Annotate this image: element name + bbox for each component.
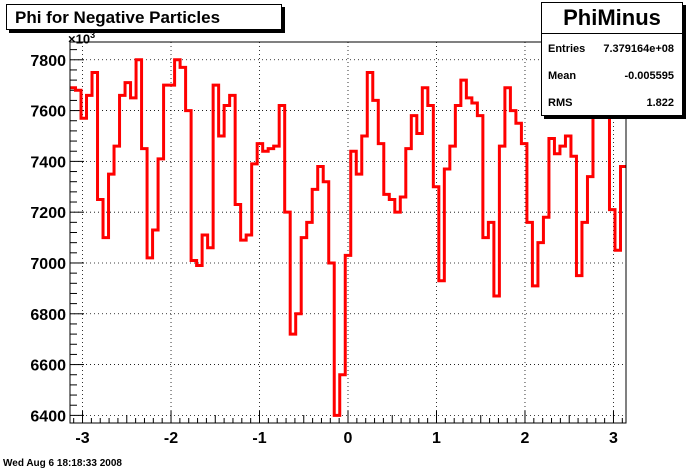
y-tick-label: 7000 xyxy=(30,256,66,273)
plot-frame xyxy=(69,41,627,424)
y-tick-label: 7200 xyxy=(30,205,66,222)
stats-row-entries: Entries 7.379164e+08 xyxy=(548,43,674,55)
y-tick-label: 6600 xyxy=(30,358,66,375)
stats-row-rms: RMS 1.822 xyxy=(548,97,674,109)
y-tick-label: 7600 xyxy=(30,104,66,121)
y-tick-label: 7400 xyxy=(30,154,66,171)
x-tick-label: 2 xyxy=(521,430,530,447)
x-tick-label: -3 xyxy=(75,430,89,447)
stats-title: PhiMinus xyxy=(542,3,682,34)
axis-ticks xyxy=(70,49,623,423)
histogram-series-line xyxy=(70,58,626,417)
y-axis-exponent: ×103 xyxy=(68,30,96,47)
y-tick-label: 6800 xyxy=(30,307,66,324)
stats-box: PhiMinus Entries 7.379164e+08 Mean -0.0055… xyxy=(541,2,683,116)
x-tick-label: -2 xyxy=(164,430,178,447)
chart-title: Phi for Negative Particles xyxy=(6,4,282,30)
x-tick-label: 1 xyxy=(432,430,441,447)
x-tick-label: 0 xyxy=(344,430,353,447)
y-tick-label: 7800 xyxy=(30,53,66,70)
x-tick-label: -1 xyxy=(252,430,266,447)
timestamp-footer: Wed Aug 6 18:18:33 2008 xyxy=(3,458,122,469)
stats-row-mean: Mean -0.005595 xyxy=(548,70,674,82)
x-tick-label: 3 xyxy=(609,430,618,447)
y-tick-label: 6400 xyxy=(30,408,66,425)
tick-labels: 6400 6600 6800 7000 7200 7400 7600 7800 -3 -2 -1 0 1… xyxy=(30,53,618,447)
